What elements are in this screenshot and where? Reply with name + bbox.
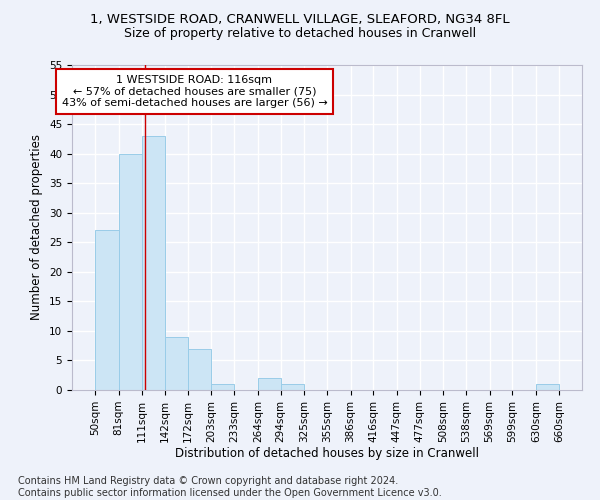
Bar: [165, 337, 188, 390]
X-axis label: Distribution of detached houses by size in Cranwell: Distribution of detached houses by size …: [175, 448, 479, 460]
Text: Size of property relative to detached houses in Cranwell: Size of property relative to detached ho…: [124, 28, 476, 40]
Text: Contains HM Land Registry data © Crown copyright and database right 2024.
Contai: Contains HM Land Registry data © Crown c…: [18, 476, 442, 498]
Bar: [188, 348, 211, 390]
Bar: [281, 384, 304, 390]
Bar: [119, 154, 142, 390]
Y-axis label: Number of detached properties: Number of detached properties: [31, 134, 43, 320]
Bar: [258, 378, 281, 390]
Bar: [95, 230, 119, 390]
Text: 1, WESTSIDE ROAD, CRANWELL VILLAGE, SLEAFORD, NG34 8FL: 1, WESTSIDE ROAD, CRANWELL VILLAGE, SLEA…: [90, 12, 510, 26]
Bar: [536, 384, 559, 390]
Bar: [211, 384, 234, 390]
Text: 1 WESTSIDE ROAD: 116sqm
← 57% of detached houses are smaller (75)
43% of semi-de: 1 WESTSIDE ROAD: 116sqm ← 57% of detache…: [62, 74, 327, 108]
Bar: [142, 136, 165, 390]
